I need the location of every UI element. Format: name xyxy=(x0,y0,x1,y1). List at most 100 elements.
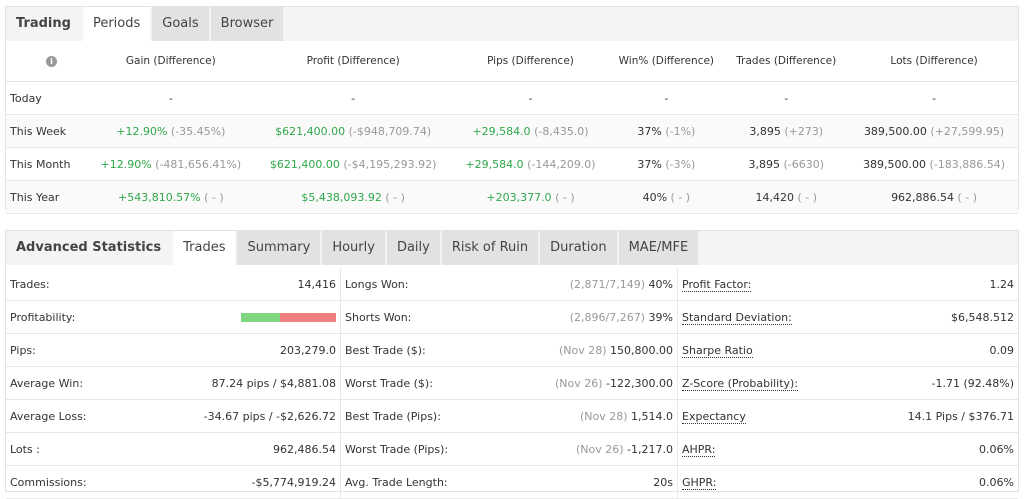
label-wrap: Standard Deviation: xyxy=(682,310,792,325)
stat-label: Lots : xyxy=(10,442,40,456)
tab[interactable]: Trading xyxy=(6,7,81,41)
label-wrap: GHPR: xyxy=(682,475,717,490)
cell: +203,377.0 ( - ) xyxy=(451,191,611,204)
cell: 3,895 (+273) xyxy=(722,125,850,138)
label-wrap: Profit Factor: xyxy=(682,277,752,292)
column-header: Trades (Difference) xyxy=(736,55,837,67)
stat-detail: (2,896/7,267) xyxy=(569,310,646,324)
label-wrap: Average Loss: xyxy=(10,410,87,423)
stat-label: Commissions: xyxy=(10,475,87,489)
stat-label: Trades: xyxy=(10,277,50,291)
column-header: Pips (Difference) xyxy=(487,55,574,67)
tab[interactable]: Hourly xyxy=(322,231,385,265)
tab[interactable]: Summary xyxy=(237,231,321,265)
cell-value: - xyxy=(528,91,533,105)
stat-row: Longs Won: (2,871/7,149) 40% xyxy=(341,268,677,301)
cell-value: 40% xyxy=(642,190,668,204)
cell-value: +203,377.0 xyxy=(486,190,552,204)
stat-label: AHPR: xyxy=(682,442,716,457)
stat-row: Profit Factor: 1.24 xyxy=(678,268,1018,301)
stat-row: Pips: 203,279.0 xyxy=(6,334,340,367)
cell: $5,438,093.92 ( - ) xyxy=(256,191,451,204)
stat-row: Best Trade ($): (Nov 28) 150,800.00 xyxy=(341,334,677,367)
cell: - xyxy=(850,92,1018,105)
cell-value: 389,500.00 xyxy=(863,157,927,171)
column-header: Profit (Difference) xyxy=(306,55,400,67)
label-wrap: Average Win: xyxy=(10,377,83,390)
cell-value: $621,400.00 xyxy=(275,124,346,138)
cell-diff: (-1%) xyxy=(665,124,696,138)
stat-value: -1,217.0 xyxy=(627,442,673,456)
column-header: Lots (Difference) xyxy=(890,55,978,67)
tab[interactable]: Risk of Ruin xyxy=(441,231,539,265)
stat-label: Standard Deviation: xyxy=(682,310,792,325)
stat-label: GHPR: xyxy=(682,475,717,490)
label-wrap: Profitability: xyxy=(10,311,75,324)
stat-label: Shorts Won: xyxy=(345,310,412,324)
value-wrap: -1.71 (92.48%) xyxy=(932,377,1014,390)
info-icon: i xyxy=(46,55,57,67)
stat-value: 40% xyxy=(648,277,673,291)
tab[interactable]: Duration xyxy=(540,231,617,265)
tab[interactable]: Advanced Statistics xyxy=(6,231,172,265)
row-label: Today xyxy=(10,91,42,105)
value-wrap: 0.06% xyxy=(979,443,1014,456)
stat-value: 1.24 xyxy=(989,277,1015,291)
cell-diff: (-$4,195,293.92) xyxy=(343,157,437,171)
value-wrap: (Nov 28) 150,800.00 xyxy=(559,344,673,357)
tab[interactable]: Periods xyxy=(82,7,151,41)
cell: 40% ( - ) xyxy=(610,191,722,204)
stat-row: GHPR: 0.06% xyxy=(678,466,1018,499)
stat-row: Average Loss: -34.67 pips / -$2,626.72 xyxy=(6,400,340,433)
period-row: This Week +12.90% (-35.45%) $621,400.00 (-… xyxy=(6,115,1018,148)
tab-bar: Advanced Statistics Trades Summary Hourly Da… xyxy=(6,231,1018,265)
cell: - xyxy=(610,92,722,105)
cell-diff: ( - ) xyxy=(797,190,817,204)
stat-row: Commissions: -$5,774,919.24 xyxy=(6,466,340,499)
value-wrap: (2,871/7,149) 40% xyxy=(570,278,673,291)
value-wrap: 962,486.54 xyxy=(273,443,336,456)
cell-diff: ( - ) xyxy=(385,190,405,204)
stat-value: 150,800.00 xyxy=(610,343,673,357)
stat-row: Trades: 14,416 xyxy=(6,268,340,301)
stat-row: Standard Deviation: $6,548.512 xyxy=(678,301,1018,334)
stat-label: Longs Won: xyxy=(345,277,409,291)
tab[interactable]: Daily xyxy=(386,231,440,265)
period-row: This Month +12.90% (-481,656.41%) $621,400… xyxy=(6,148,1018,181)
cell: 3,895 (-6630) xyxy=(722,158,850,171)
cell-diff: (-6630) xyxy=(783,157,824,171)
tab[interactable]: Browser xyxy=(210,7,284,41)
profit-bar xyxy=(241,312,336,322)
period-row: This Year +543,810.57% ( - ) $5,438,093.92… xyxy=(6,181,1018,214)
cell: +29,584.0 (-8,435.0) xyxy=(451,125,611,138)
cell: 37% (-1%) xyxy=(610,125,722,138)
stat-label: Sharpe Ratio xyxy=(682,343,753,358)
info-cell: i xyxy=(6,55,86,67)
stat-label: Expectancy xyxy=(682,409,746,424)
stat-value: 14,416 xyxy=(297,277,337,291)
cell-value: 37% xyxy=(637,157,662,171)
cell: 962,886.54 ( - ) xyxy=(850,191,1018,204)
stat-value: 1,514.0 xyxy=(631,409,673,423)
tab[interactable]: Trades xyxy=(173,231,236,265)
cell-value: +12.90% xyxy=(100,157,152,171)
cell-value: - xyxy=(351,91,356,105)
value-wrap: 87.24 pips / $4,881.08 xyxy=(212,377,336,390)
cell-value: 37% xyxy=(637,124,662,138)
column: Profit Factor: 1.24 Standard Deviation: $6,… xyxy=(678,268,1018,499)
stat-row: Worst Trade ($): (Nov 26) -122,300.00 xyxy=(341,367,677,400)
tab[interactable]: MAE/MFE xyxy=(618,231,699,265)
stat-row: Lots : 962,486.54 xyxy=(6,433,340,466)
value-wrap: $6,548.512 xyxy=(951,311,1014,324)
stat-value: $6,548.512 xyxy=(951,310,1014,324)
stat-value: -122,300.00 xyxy=(606,376,673,390)
label-wrap: AHPR: xyxy=(682,442,716,457)
column: Trades: 14,416 Profitability: Pips: 203,279.… xyxy=(6,268,341,499)
value-wrap: 1.24 xyxy=(990,278,1015,291)
stat-row: Worst Trade (Pips): (Nov 26) -1,217.0 xyxy=(341,433,677,466)
stat-row: Shorts Won: (2,896/7,267) 39% xyxy=(341,301,677,334)
stat-row: Profitability: xyxy=(6,301,340,334)
label-wrap: Worst Trade (Pips): xyxy=(345,443,448,456)
cell-diff: (-481,656.41%) xyxy=(155,157,242,171)
tab[interactable]: Goals xyxy=(152,7,209,41)
